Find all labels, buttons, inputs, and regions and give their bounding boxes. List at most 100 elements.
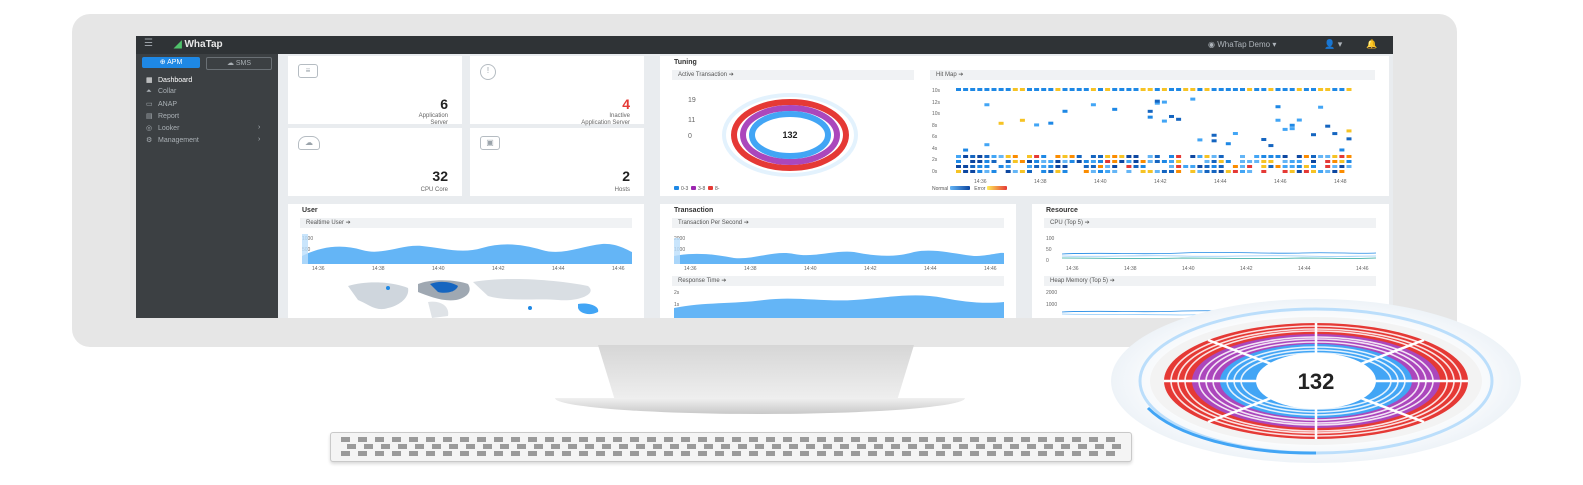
hitmap-cell [1211, 139, 1217, 143]
line-series [1062, 255, 1376, 257]
axis-tick: 14:40 [804, 266, 817, 272]
hitmap-cell [1225, 160, 1231, 163]
response-time-area-chart[interactable] [674, 290, 1004, 318]
project-selector[interactable]: ◉ WhaTap Demo ▾ [1208, 40, 1277, 49]
hitmap-cell [1098, 165, 1103, 168]
hitmap-cell [1176, 155, 1182, 158]
hitmap-cell [1126, 155, 1132, 158]
hitmap-header[interactable]: Hit Map ➔ [930, 70, 1375, 80]
menu-icon[interactable]: ☰ [144, 38, 153, 49]
sidebar-item-dashboard[interactable]: ▦ Dashboard [146, 77, 193, 84]
axis-tick: 14:38 [372, 266, 385, 272]
hitmap-cell [1346, 137, 1352, 141]
legend-swatch [674, 186, 679, 190]
panel-title: Tuning [674, 59, 697, 66]
hitmap-cell [1240, 165, 1245, 168]
active-transaction-arc-chart[interactable]: 132 [720, 90, 860, 180]
sidebar-item-management[interactable]: ⚙ Management › [146, 136, 261, 144]
hitmap-cell [1105, 160, 1111, 163]
cpu-line-chart[interactable] [1062, 238, 1376, 264]
hitmap-cell [991, 170, 997, 173]
hitmap-cell [1069, 160, 1075, 163]
hitmap-cell [1296, 170, 1302, 173]
hitmap-cell [1041, 165, 1047, 168]
hitmap-cell [1112, 160, 1118, 163]
axis-tick: 14:38 [1034, 179, 1047, 185]
sidebar-item-anap[interactable]: ▭ ANAP [146, 101, 178, 108]
hitmap-cell [1289, 170, 1295, 173]
heap-memory-header[interactable]: Heap Memory (Top 5) ➔ [1044, 276, 1376, 286]
hitmap-cell [1190, 88, 1196, 91]
hitmap-cell [984, 103, 990, 107]
hitmap-cell [1254, 155, 1260, 158]
axis-tick: 19 [688, 97, 696, 104]
selection-band [674, 238, 680, 264]
stat-card-inactive-server[interactable]: ! 4 Inactive Application Server [470, 56, 644, 126]
hitmap-cell [1154, 101, 1160, 105]
sidebar-item-collar[interactable]: ⏶ Collar [146, 88, 177, 95]
hitmap-cell [1062, 170, 1068, 173]
sidebar-item-looker[interactable]: ◎ Looker › [146, 124, 261, 132]
stat-value: 6 [440, 96, 448, 112]
hitmap-cell [984, 170, 990, 173]
hitmap-cell [1112, 165, 1118, 168]
hitmap-cell [1268, 165, 1274, 168]
hitmap-cell [1204, 155, 1210, 158]
hitmap-cell [1346, 160, 1352, 163]
tab-sms[interactable]: ☁ SMS [206, 57, 272, 70]
hitmap-cell [1261, 137, 1267, 141]
axis-tick: 14:42 [1240, 266, 1253, 272]
hitmap-cell [1275, 165, 1281, 168]
response-time-header[interactable]: Response Time ➔ [672, 276, 1004, 286]
hitmap-cell [1062, 160, 1068, 163]
hitmap-cell [1296, 88, 1302, 91]
cpu-top5-header[interactable]: CPU (Top 5) ➔ [1044, 218, 1376, 228]
tps-area-chart[interactable] [674, 238, 1004, 264]
hitmap-cell [1169, 88, 1174, 91]
hitmap-cell [1211, 88, 1217, 91]
hitmap-cell [1325, 155, 1331, 158]
active-transaction-header[interactable]: Active Transaction ➔ [672, 70, 914, 80]
realtime-user-header[interactable]: Realtime User ➔ [300, 218, 632, 228]
hitmap-cell [991, 155, 997, 158]
hitmap-cell [1140, 170, 1146, 173]
hitmap-cell [1211, 160, 1217, 163]
hitmap-cell [1232, 170, 1238, 173]
tab-apm[interactable]: ⊕ APM [142, 57, 200, 68]
hitmap-cell [1218, 165, 1224, 168]
hitmap-cell [1282, 127, 1288, 131]
hitmap-cell [977, 88, 983, 91]
hitmap-cell [1232, 88, 1238, 91]
hitmap-cell [1034, 165, 1040, 168]
hitmap-chart[interactable] [952, 86, 1357, 176]
hitmap-cell [1090, 88, 1096, 91]
hitmap-cell [1005, 88, 1011, 91]
world-map[interactable] [348, 278, 638, 318]
stat-card-application-server[interactable]: ≡ 6 Application Server [288, 56, 462, 126]
callout-center [1256, 353, 1376, 409]
stat-card-hosts[interactable]: ▣ 2 Hosts [470, 128, 644, 196]
axis-tick: 14:46 [1356, 266, 1369, 272]
realtime-user-area-chart[interactable] [302, 234, 632, 264]
area-series [674, 250, 1004, 264]
bell-icon[interactable]: 🔔 [1366, 39, 1378, 49]
hitmap-cell [1339, 165, 1345, 168]
user-icon[interactable]: 👤 ▾ [1324, 39, 1343, 49]
hitmap-cell [1147, 155, 1153, 158]
tps-header[interactable]: Transaction Per Second ➔ [672, 218, 1004, 228]
hitmap-cell [1183, 165, 1189, 168]
hitmap-cell [1062, 109, 1068, 113]
sidebar-item-report[interactable]: ▤ Report [146, 113, 180, 120]
stat-card-cpu-core[interactable]: ☁ 32 CPU Core [288, 128, 462, 196]
hitmap-cell [1211, 133, 1217, 137]
hitmap-cell [1012, 155, 1018, 158]
hitmap-cell [1325, 160, 1331, 163]
hitmap-cell [1176, 88, 1182, 91]
brand-logo[interactable]: ◢ WhaTap [174, 39, 223, 50]
hitmap-cell [1140, 165, 1146, 168]
hitmap-cell [1311, 88, 1316, 91]
hitmap-cell [1190, 170, 1196, 173]
axis-tick: 14:42 [492, 266, 505, 272]
axis-tick: 14:46 [1274, 179, 1287, 185]
legend-swatch [708, 186, 714, 190]
